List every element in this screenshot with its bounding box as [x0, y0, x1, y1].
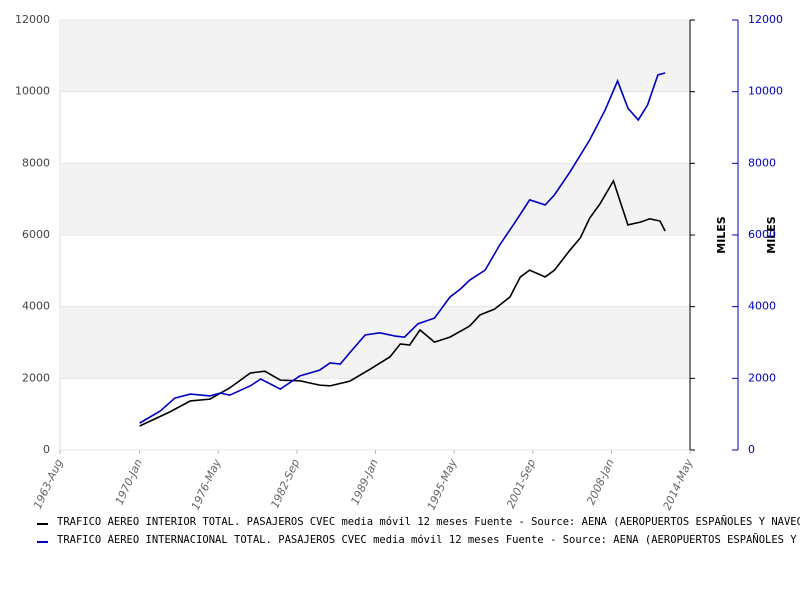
legend-label: TRAFICO AEREO INTERNACIONAL TOTAL. PASAJ…	[57, 533, 800, 546]
y-tick-label: 6000	[22, 228, 50, 241]
y-tick-label: 12000	[15, 13, 50, 26]
y2-tick-label: 4000	[748, 300, 776, 313]
band	[60, 163, 690, 235]
y-tick-label: 2000	[22, 371, 50, 384]
y2-tick-label: 6000	[748, 228, 776, 241]
x-tick-label: 2008-Jan	[584, 457, 616, 507]
series-line	[139, 178, 666, 427]
y2-tick-label: 0	[748, 443, 755, 456]
y2-tick-label: 12000	[748, 13, 783, 26]
y2-tick-label: 2000	[748, 371, 776, 384]
y-tick-label: 4000	[22, 300, 50, 313]
band	[60, 20, 690, 92]
legend-label: TRAFICO AEREO INTERIOR TOTAL. PASAJEROS …	[57, 515, 800, 528]
x-tick-label: 1982-Sep	[268, 457, 302, 510]
x-tick-label: 1963-Aug	[31, 457, 65, 511]
x-tick-label: 2014-May	[661, 457, 696, 513]
x-tick-label: 1976-May	[189, 457, 224, 513]
x-tick-label: 1989-Jan	[348, 457, 380, 507]
y2-tick-label: 8000	[748, 156, 776, 169]
x-tick-label: 1995-May	[425, 457, 460, 513]
y2-tick-label: 10000	[748, 85, 783, 98]
y2-axis-label: MILES	[765, 216, 778, 254]
y-axis-label: MILES	[715, 216, 728, 254]
series-line	[139, 72, 666, 424]
y-tick-label: 0	[43, 443, 50, 456]
x-tick-label: 1970-Jan	[113, 457, 145, 507]
y-tick-label: 8000	[22, 156, 50, 169]
band	[60, 306, 690, 379]
y-tick-label: 10000	[15, 85, 50, 98]
x-tick-label: 2001-Sep	[504, 457, 538, 510]
